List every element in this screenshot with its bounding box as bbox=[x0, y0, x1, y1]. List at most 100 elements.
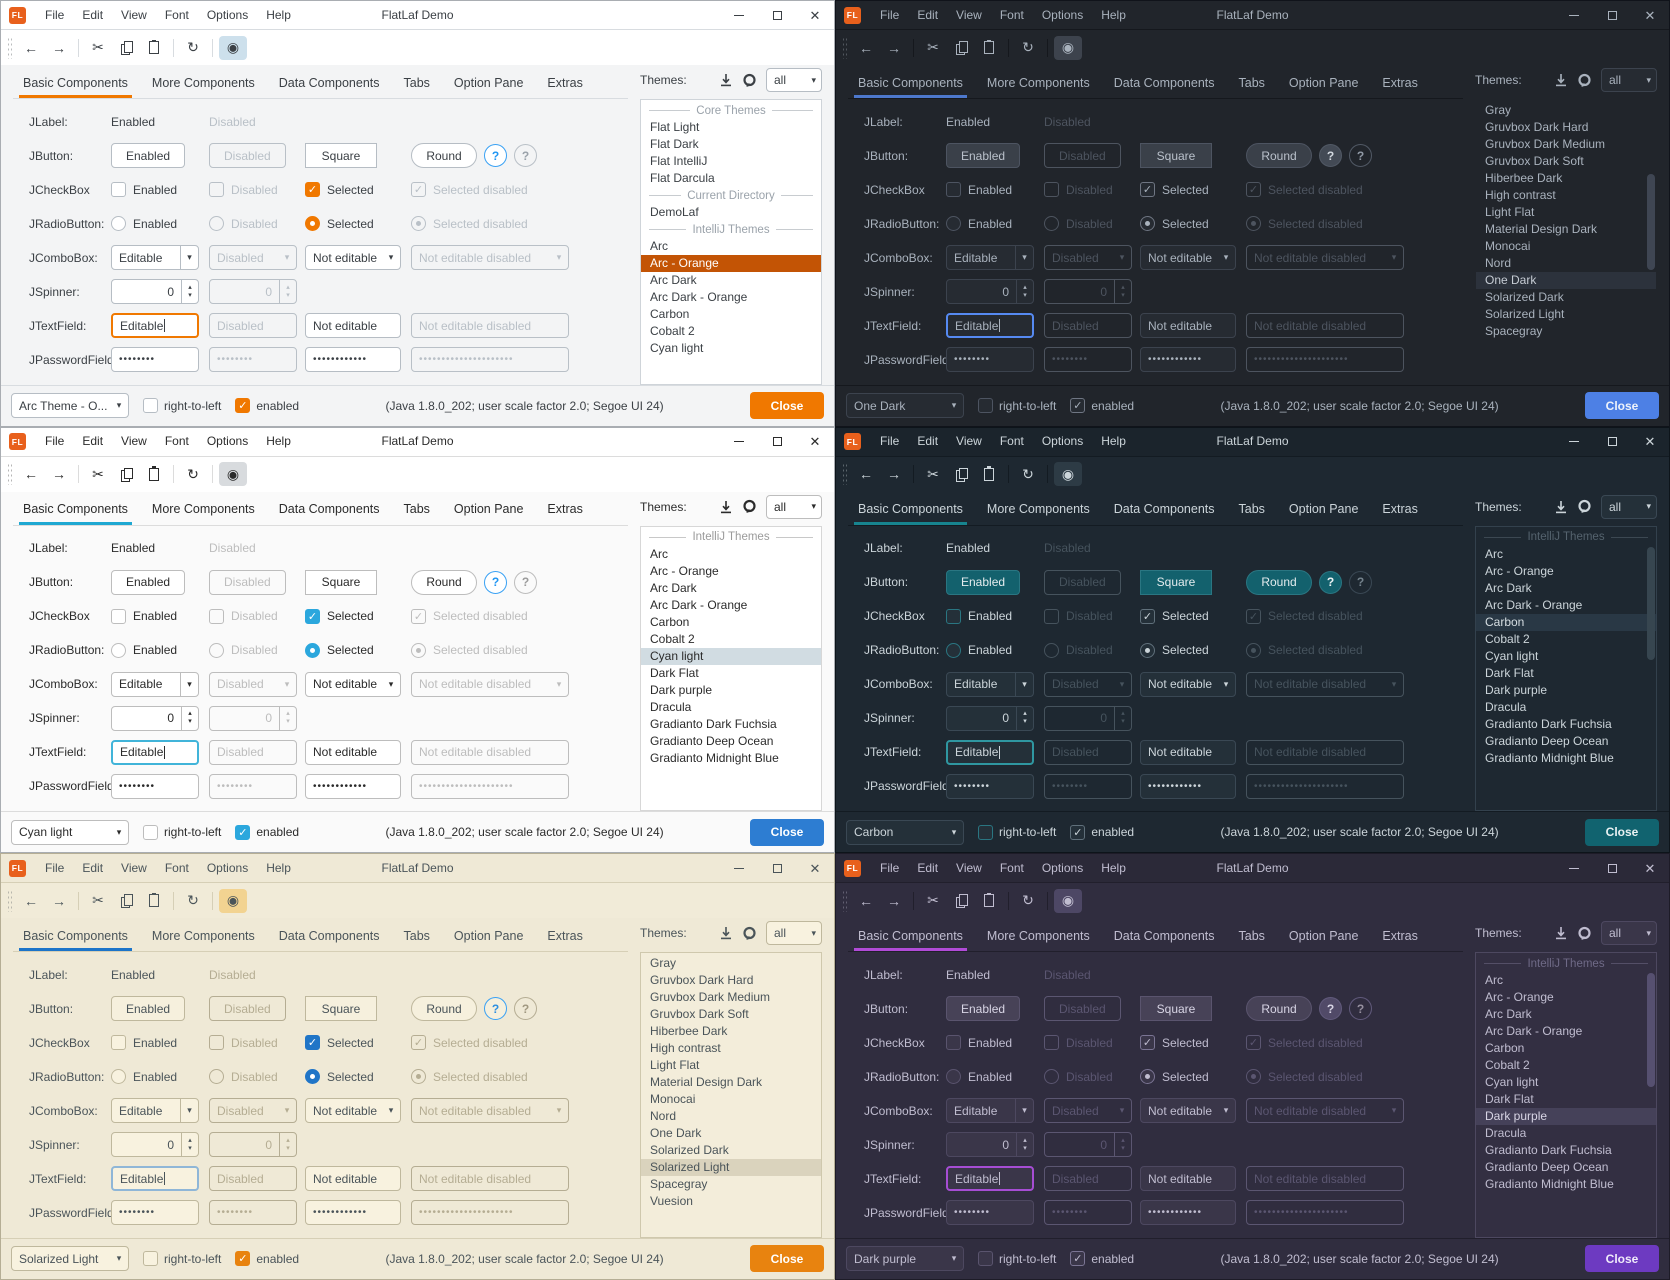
tab-tabs[interactable]: Tabs bbox=[403, 502, 430, 517]
back-button[interactable]: ← bbox=[18, 36, 44, 60]
jpasswordfield-not-editable-disabled[interactable]: ••••••••••••••••••••• bbox=[1246, 347, 1404, 372]
jradiobutton-selected[interactable]: Selected bbox=[305, 642, 411, 658]
paste-button[interactable] bbox=[976, 889, 1002, 913]
theme-list-item[interactable]: Gruvbox Dark Soft bbox=[1485, 154, 1584, 168]
jbutton-enabled[interactable]: Enabled bbox=[946, 569, 1021, 595]
jbutton-disabled[interactable]: Disabled bbox=[209, 569, 286, 595]
minimize-button[interactable] bbox=[1555, 428, 1593, 456]
theme-list-item[interactable]: Dark Flat bbox=[1485, 665, 1534, 680]
theme-combo[interactable]: Arc Theme - O... ▾ bbox=[11, 393, 129, 419]
tab-more-components[interactable]: More Components bbox=[986, 928, 1090, 943]
theme-filter-combo[interactable]: all ▾ bbox=[766, 68, 822, 92]
menu-file[interactable]: File bbox=[880, 434, 900, 449]
theme-list-item[interactable]: Vuesion bbox=[650, 1194, 693, 1209]
maximize-button[interactable] bbox=[1593, 428, 1631, 456]
theme-combo[interactable]: One Dark ▾ bbox=[846, 393, 964, 419]
jradiobutton-selected[interactable]: Selected bbox=[1140, 1069, 1246, 1085]
tab-basic-components[interactable]: Basic Components bbox=[13, 76, 138, 99]
minimize-button[interactable] bbox=[1555, 1, 1593, 29]
jcombobox-not-editable[interactable]: Not editable ▾ bbox=[305, 671, 401, 697]
jradiobutton-selected[interactable]: Selected bbox=[1140, 642, 1246, 658]
tab-tabs[interactable]: Tabs bbox=[403, 928, 430, 943]
theme-list-item[interactable]: Dark purple bbox=[1485, 682, 1548, 697]
jcheckbox-enabled[interactable]: Enabled bbox=[111, 1035, 209, 1051]
tab-extras[interactable]: Extras bbox=[1382, 75, 1418, 90]
enabled-checkbox[interactable]: enabled bbox=[235, 824, 299, 840]
enabled-checkbox[interactable]: enabled bbox=[1070, 1251, 1134, 1267]
menu-help[interactable]: Help bbox=[266, 7, 291, 22]
close-button[interactable]: Close bbox=[1585, 1245, 1659, 1273]
tab-extras[interactable]: Extras bbox=[547, 75, 583, 90]
theme-list-item[interactable]: Carbon bbox=[650, 614, 690, 629]
menu-view[interactable]: View bbox=[121, 434, 147, 449]
paste-button[interactable] bbox=[976, 36, 1002, 60]
jradiobutton-selected[interactable]: Selected bbox=[305, 216, 411, 231]
paste-button[interactable] bbox=[141, 889, 167, 913]
menu-file[interactable]: File bbox=[880, 7, 900, 22]
toolbar-grip[interactable] bbox=[7, 463, 12, 486]
theme-combo[interactable]: Dark purple ▾ bbox=[846, 1246, 964, 1272]
tab-tabs[interactable]: Tabs bbox=[403, 75, 430, 90]
tab-basic-components[interactable]: Basic Components bbox=[13, 503, 138, 525]
tab-option-pane[interactable]: Option Pane bbox=[453, 928, 524, 943]
theme-list-item[interactable]: Gradianto Midnight Blue bbox=[1485, 750, 1614, 765]
jpasswordfield-not-editable[interactable]: •••••••••••• bbox=[1140, 1200, 1236, 1226]
theme-list-item[interactable]: Gradianto Midnight Blue bbox=[1485, 1177, 1614, 1192]
forward-button[interactable]: → bbox=[881, 462, 907, 486]
jcheckbox-selected-disabled[interactable]: Selected disabled bbox=[411, 182, 628, 197]
jradiobutton-selected-disabled[interactable]: Selected disabled bbox=[1246, 216, 1463, 231]
jcombobox-not-editable[interactable]: Not editable ▾ bbox=[1140, 671, 1236, 697]
jtextfield-disabled[interactable]: Disabled bbox=[1044, 1166, 1132, 1192]
toolbar-grip[interactable] bbox=[842, 36, 847, 59]
jcombobox-disabled[interactable]: Disabled ▾ bbox=[209, 245, 297, 270]
spinner-arrows-icon[interactable]: ▴ ▾ bbox=[1016, 280, 1033, 303]
cut-button[interactable]: ✂ bbox=[85, 462, 111, 486]
jtextfield-editable[interactable]: Editable bbox=[946, 313, 1034, 338]
github-icon[interactable] bbox=[742, 499, 757, 514]
theme-list-item[interactable]: Dracula bbox=[1485, 1126, 1527, 1141]
right-to-left-checkbox[interactable]: right-to-left bbox=[978, 1251, 1056, 1267]
theme-list-item[interactable]: Cobalt 2 bbox=[650, 324, 695, 338]
tab-more-components[interactable]: More Components bbox=[151, 928, 255, 943]
jspinner-disabled[interactable]: 0 ▴ ▾ bbox=[1044, 279, 1132, 304]
tab-data-components[interactable]: Data Components bbox=[1113, 502, 1215, 517]
menu-edit[interactable]: Edit bbox=[917, 7, 939, 22]
menu-edit[interactable]: Edit bbox=[82, 434, 104, 449]
right-to-left-checkbox[interactable]: right-to-left bbox=[978, 824, 1056, 840]
theme-list-item[interactable]: Arc bbox=[650, 239, 668, 253]
jradiobutton-selected[interactable]: Selected bbox=[1140, 216, 1246, 231]
jradiobutton-selected[interactable]: Selected bbox=[305, 1069, 411, 1085]
spinner-arrows-icon[interactable]: ▴ ▾ bbox=[1016, 706, 1033, 730]
theme-list-item[interactable]: Dark Flat bbox=[650, 665, 699, 680]
theme-filter-combo[interactable]: all ▾ bbox=[1601, 68, 1657, 92]
jcombobox-editable[interactable]: Editable ▾ bbox=[111, 245, 199, 270]
theme-filter-combo[interactable]: all ▾ bbox=[766, 921, 822, 946]
tab-basic-components[interactable]: Basic Components bbox=[848, 76, 973, 99]
refresh-button[interactable]: ↻ bbox=[180, 889, 206, 913]
tab-more-components[interactable]: More Components bbox=[151, 75, 255, 90]
theme-list-item[interactable]: Solarized Light bbox=[1485, 307, 1565, 321]
theme-list-item[interactable]: Cyan light bbox=[1485, 648, 1539, 663]
show-hidden-toggle[interactable]: ◉ bbox=[219, 888, 247, 913]
jspinner-disabled[interactable]: 0 ▴ ▾ bbox=[1044, 1132, 1132, 1158]
jbutton-enabled[interactable]: Enabled bbox=[111, 996, 186, 1022]
back-button[interactable]: ← bbox=[18, 462, 44, 486]
theme-list-item[interactable]: Dark purple bbox=[1476, 1108, 1656, 1126]
tab-option-pane[interactable]: Option Pane bbox=[453, 75, 524, 90]
tab-option-pane[interactable]: Option Pane bbox=[1288, 75, 1359, 90]
refresh-button[interactable]: ↻ bbox=[180, 36, 206, 60]
menu-edit[interactable]: Edit bbox=[82, 860, 104, 875]
jpasswordfield-not-editable[interactable]: •••••••••••• bbox=[305, 1200, 401, 1226]
menu-view[interactable]: View bbox=[956, 860, 982, 875]
jradiobutton-enabled[interactable]: Enabled bbox=[111, 1069, 209, 1085]
theme-list-item[interactable]: Solarized Dark bbox=[650, 1143, 729, 1158]
theme-list-item[interactable]: Solarized Dark bbox=[1485, 290, 1564, 304]
back-button[interactable]: ← bbox=[853, 462, 879, 486]
jpasswordfield-enabled[interactable]: •••••••• bbox=[111, 347, 199, 372]
theme-list-item[interactable]: Spacegray bbox=[650, 1177, 708, 1192]
jcombobox-not-editable-disabled[interactable]: Not editable disabled ▾ bbox=[411, 245, 569, 270]
jcheckbox-selected[interactable]: Selected bbox=[1140, 182, 1246, 197]
jtextfield-disabled[interactable]: Disabled bbox=[209, 313, 297, 338]
theme-list-item[interactable]: Nord bbox=[650, 1109, 677, 1124]
menu-font[interactable]: Font bbox=[164, 860, 189, 875]
